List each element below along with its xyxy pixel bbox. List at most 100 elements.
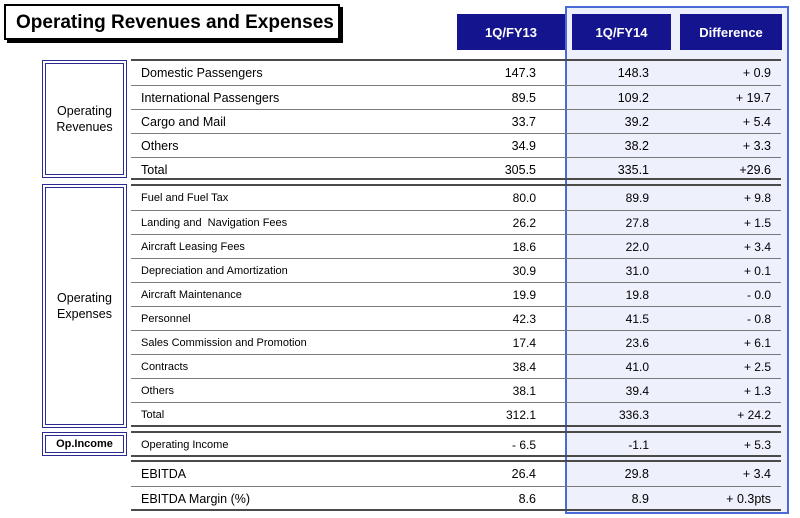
- row-label: Aircraft Maintenance: [141, 288, 242, 301]
- table-row: Fuel and Fuel Tax 80.0 89.9 + 9.8: [131, 186, 781, 210]
- value-difference: + 0.1: [743, 263, 771, 278]
- table-row: International Passengers 89.5 109.2 + 19…: [131, 85, 781, 109]
- row-label: Personnel: [141, 312, 191, 325]
- value-fy14: 89.9: [625, 191, 649, 205]
- table-row: Contracts 38.4 41.0 + 2.5: [131, 354, 781, 378]
- col-header-difference: Difference: [680, 14, 782, 50]
- expenses-table: Fuel and Fuel Tax 80.0 89.9 + 9.8 Landin…: [131, 184, 781, 427]
- value-fy13: 312.1: [505, 407, 536, 422]
- row-label: Depreciation and Amortization: [141, 264, 288, 277]
- value-fy13: 89.5: [511, 90, 536, 105]
- row-label: Total: [141, 162, 168, 177]
- page-title-box: Operating Revenues and Expenses: [4, 4, 340, 40]
- value-difference: + 1.5: [743, 215, 771, 230]
- col-header-1qfy14: 1Q/FY14: [572, 14, 671, 50]
- category-operating-revenues: Operating Revenues: [42, 60, 127, 178]
- table-row: Sales Commission and Promotion 17.4 23.6…: [131, 330, 781, 354]
- value-fy14: 29.8: [624, 467, 649, 481]
- row-label: EBITDA: [141, 467, 187, 481]
- value-fy13: 26.4: [511, 467, 536, 481]
- row-label: EBITDA Margin (%): [141, 491, 251, 506]
- revenues-table: Domestic Passengers 147.3 148.3 + 0.9 In…: [131, 59, 781, 180]
- table-row-total: Total 312.1 336.3 + 24.2: [131, 402, 781, 426]
- table-row: Others 38.1 39.4 + 1.3: [131, 378, 781, 402]
- category-op-income: Op.Income: [42, 432, 127, 456]
- value-fy13: 33.7: [511, 114, 536, 129]
- value-difference: + 3.4: [742, 467, 771, 481]
- table-row: Domestic Passengers 147.3 148.3 + 0.9: [131, 61, 781, 85]
- value-fy13: - 6.5: [511, 438, 536, 452]
- category-label: Operating Revenues: [56, 104, 113, 134]
- table-row: EBITDA 26.4 29.8 + 3.4: [131, 462, 781, 486]
- value-fy13: 18.6: [512, 239, 536, 254]
- value-fy14: 109.2: [617, 90, 649, 105]
- value-difference: + 0.3pts: [726, 491, 771, 506]
- value-fy14: 336.3: [618, 407, 649, 422]
- value-difference: +29.6: [739, 162, 771, 177]
- category-label: Operating Expenses: [57, 291, 112, 321]
- table-row: Cargo and Mail 33.7 39.2 + 5.4: [131, 109, 781, 133]
- value-fy14: 41.0: [625, 359, 649, 374]
- value-fy13: 8.6: [518, 491, 536, 506]
- value-fy13: 80.0: [512, 191, 536, 205]
- value-difference: - 0.8: [746, 311, 771, 326]
- value-fy14: 8.9: [631, 491, 649, 506]
- value-difference: + 3.3: [742, 138, 771, 153]
- value-fy14: 27.8: [625, 215, 649, 230]
- row-label: Total: [141, 408, 165, 421]
- value-difference: + 0.9: [742, 66, 771, 80]
- value-fy14: 31.0: [625, 263, 649, 278]
- table-row: Landing and Navigation Fees 26.2 27.8 + …: [131, 210, 781, 234]
- row-label: International Passengers: [141, 90, 280, 105]
- value-fy13: 17.4: [512, 335, 536, 350]
- value-difference: + 24.2: [737, 407, 771, 422]
- page-title: Operating Revenues and Expenses: [16, 12, 334, 33]
- value-fy14: 39.4: [625, 383, 649, 398]
- value-fy14: 19.8: [625, 287, 649, 302]
- row-label: Aircraft Leasing Fees: [141, 240, 245, 253]
- value-fy14: 335.1: [617, 162, 649, 177]
- value-difference: + 9.8: [743, 191, 771, 205]
- col-header-1qfy13: 1Q/FY13: [457, 14, 565, 50]
- value-fy14: 22.0: [625, 239, 649, 254]
- row-label: Operating Income: [141, 439, 229, 451]
- value-fy13: 38.4: [512, 359, 536, 374]
- value-difference: + 5.4: [742, 114, 771, 129]
- row-label: Others: [141, 384, 175, 397]
- value-difference: + 3.4: [743, 239, 771, 254]
- value-fy13: 147.3: [504, 66, 536, 80]
- category-label: Op.Income: [56, 438, 113, 450]
- value-fy14: 148.3: [617, 66, 649, 80]
- value-difference: + 2.5: [743, 359, 771, 374]
- table-row: Depreciation and Amortization 30.9 31.0 …: [131, 258, 781, 282]
- value-fy13: 26.2: [512, 215, 536, 230]
- value-fy14: -1.1: [628, 438, 649, 452]
- table-row: Aircraft Leasing Fees 18.6 22.0 + 3.4: [131, 234, 781, 258]
- value-fy13: 34.9: [511, 138, 536, 153]
- row-label: Others: [141, 138, 179, 153]
- value-fy14: 41.5: [625, 311, 649, 326]
- category-operating-expenses: Operating Expenses: [42, 184, 127, 428]
- value-difference: - 0.0: [746, 287, 771, 302]
- table-row: Personnel 42.3 41.5 - 0.8: [131, 306, 781, 330]
- row-label: Cargo and Mail: [141, 114, 226, 129]
- value-fy13: 19.9: [512, 287, 536, 302]
- row-label: Fuel and Fuel Tax: [141, 192, 229, 204]
- row-label: Contracts: [141, 360, 189, 373]
- value-fy13: 30.9: [512, 263, 536, 278]
- value-difference: + 5.3: [743, 438, 771, 452]
- table-row: Aircraft Maintenance 19.9 19.8 - 0.0: [131, 282, 781, 306]
- value-fy13: 42.3: [512, 311, 536, 326]
- row-label: Landing and Navigation Fees: [141, 216, 288, 229]
- value-difference: + 19.7: [735, 90, 771, 105]
- value-fy14: 38.2: [624, 138, 649, 153]
- value-difference: + 1.3: [743, 383, 771, 398]
- value-fy13: 305.5: [504, 162, 536, 177]
- row-label: Sales Commission and Promotion: [141, 336, 307, 349]
- value-difference: + 6.1: [743, 335, 771, 350]
- table-row: Others 34.9 38.2 + 3.3: [131, 133, 781, 157]
- income-table: Operating Income - 6.5 -1.1 + 5.3: [131, 431, 781, 457]
- fy14-highlight-panel: [565, 6, 789, 514]
- row-label: Domestic Passengers: [141, 66, 263, 80]
- value-fy14: 23.6: [625, 335, 649, 350]
